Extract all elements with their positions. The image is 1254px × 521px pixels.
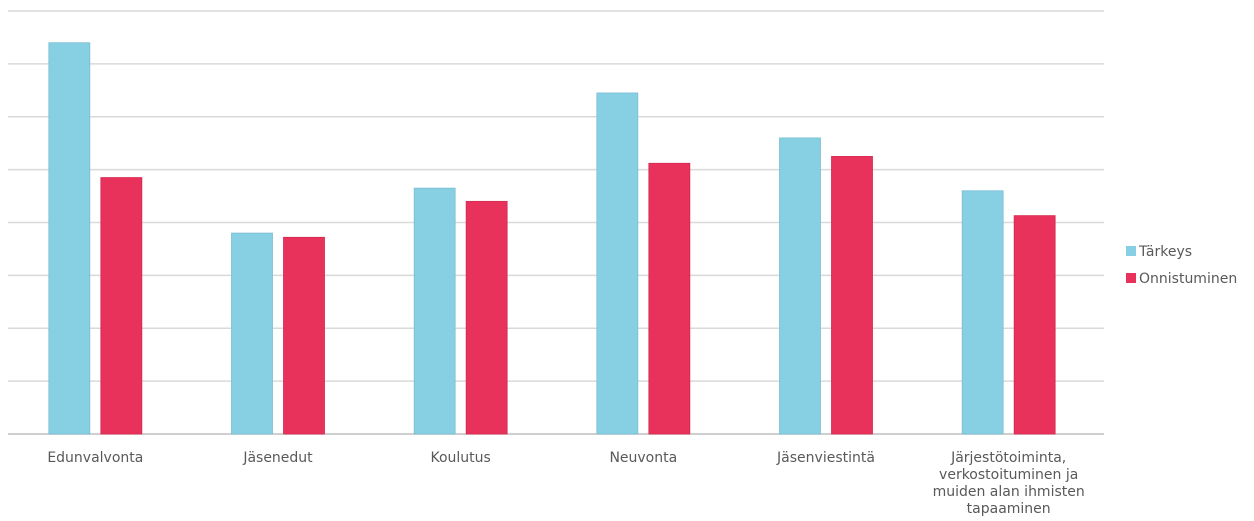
- bar-tarkeys: [48, 42, 91, 435]
- legend-label: Tärkeys: [1138, 244, 1192, 260]
- bar-tarkeys: [961, 190, 1004, 435]
- legend-swatch: [1126, 246, 1136, 256]
- gridlines: [8, 10, 1104, 435]
- bar-tarkeys: [779, 137, 821, 435]
- category-label: Jäsenviestintä: [776, 450, 875, 466]
- legend-label: Onnistuminen: [1139, 271, 1237, 287]
- bar-onnistuminen: [831, 156, 873, 435]
- bar-onnistuminen: [1013, 215, 1056, 435]
- bar-onnistuminen: [465, 200, 508, 435]
- x-axis-labels: Edunvalvonta Jäsenedut Koulutus Neuvonta Jäs…: [47, 450, 1084, 517]
- category-label: Koulutus: [430, 450, 490, 466]
- category-label: Neuvonta: [609, 450, 677, 466]
- category-label: Jäsenedut: [242, 450, 313, 466]
- bar-onnistuminen: [283, 236, 325, 435]
- bar-onnistuminen: [648, 162, 691, 435]
- category-label: Järjestötoiminta, verkostoituminen ja muid…: [933, 450, 1085, 517]
- legend-swatch: [1126, 273, 1136, 283]
- bars: [48, 42, 1056, 435]
- bar-tarkeys: [413, 187, 456, 435]
- bar-onnistuminen: [100, 177, 143, 435]
- legend: Tärkeys Onnistuminen: [1126, 244, 1237, 287]
- bar-tarkeys: [596, 92, 639, 435]
- bar-tarkeys: [231, 232, 273, 435]
- category-label: Edunvalvonta: [47, 450, 143, 466]
